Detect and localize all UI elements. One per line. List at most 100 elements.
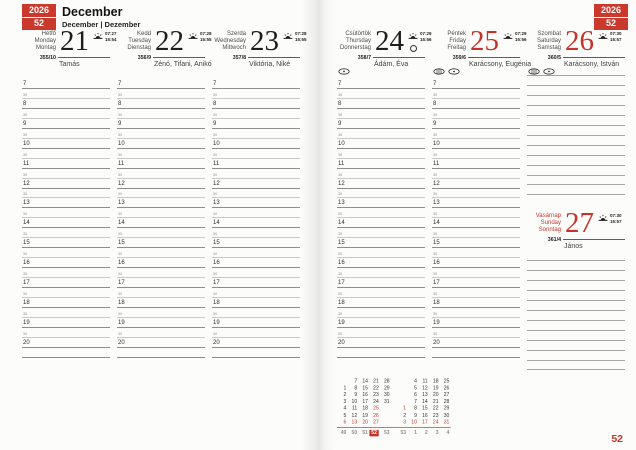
name-day: Karácsony, Eugénia xyxy=(469,61,532,68)
hour-label: 18 xyxy=(213,299,220,306)
hour-label: 10 xyxy=(23,140,30,147)
note-line xyxy=(527,260,625,261)
half-hour-line xyxy=(212,257,300,259)
day-name: Friday xyxy=(449,37,466,44)
day-name: Donnerstag xyxy=(339,44,371,51)
half-hour-line xyxy=(432,217,520,219)
half-hour-line xyxy=(337,217,425,219)
mini-calendar-day: 17 xyxy=(422,419,428,425)
half-hour-label: 30 xyxy=(118,272,123,277)
mini-calendar-day: 30 xyxy=(383,392,390,398)
half-hour-label: 30 xyxy=(213,153,218,158)
day-number: 26 xyxy=(565,25,594,57)
mini-calendar-day: 19 xyxy=(432,385,439,391)
day-name: Szombat xyxy=(537,31,561,37)
sunrise-sunset-icon xyxy=(503,33,513,39)
half-hour-label: 30 xyxy=(338,133,343,138)
day-of-year: 358/7 xyxy=(357,54,371,61)
hour-line xyxy=(432,306,520,308)
name-day: Tamás xyxy=(59,61,80,68)
moon-phase-dot-icon xyxy=(448,68,460,75)
half-hour-label: 30 xyxy=(23,213,28,217)
note-line xyxy=(527,339,625,341)
hour-line xyxy=(117,187,205,189)
half-hour-label: 30 xyxy=(213,232,218,237)
day-name: Sunday xyxy=(540,219,561,226)
hour-label: 20 xyxy=(213,339,220,346)
mini-calendar-day: 6 xyxy=(343,419,347,425)
half-hour-line xyxy=(432,157,520,159)
day-header-top: Csütörtök Thursday Donnerstag 24 07:29 15:56 xyxy=(337,27,432,56)
half-hour-line xyxy=(432,197,520,199)
hour-line xyxy=(22,227,110,229)
hour-label: 14 xyxy=(23,220,30,227)
hour-label: 17 xyxy=(213,280,220,286)
hour-label: 11 xyxy=(213,160,220,167)
half-hour-line xyxy=(432,237,520,239)
note-line xyxy=(527,269,625,271)
hour-line xyxy=(212,326,300,328)
mini-calendar-day: 28 xyxy=(443,399,450,405)
mini-calendar-day: 10 xyxy=(411,419,417,425)
month-subtitle: December | Dezember xyxy=(62,20,141,29)
hour-line xyxy=(212,187,300,189)
hour-line xyxy=(212,227,300,229)
hour-line xyxy=(22,306,110,308)
half-hour-line xyxy=(117,97,205,99)
note-line xyxy=(527,154,625,156)
half-hour-line xyxy=(117,157,205,159)
week-number: 51 xyxy=(362,430,368,436)
hour-line xyxy=(212,346,300,348)
hour-label: 12 xyxy=(118,180,125,187)
red-underline xyxy=(468,56,520,59)
mini-calendar-day: 31 xyxy=(443,419,450,425)
red-underline xyxy=(153,56,205,59)
day-name: Péntek xyxy=(447,31,466,37)
half-hour-line xyxy=(212,117,300,119)
hour-label: 18 xyxy=(118,299,125,306)
half-hour-line xyxy=(117,257,205,259)
day-header-rule: 357/8 xyxy=(212,54,300,61)
hour-line xyxy=(22,247,110,249)
day-name: Montag xyxy=(35,44,56,51)
sunrise-sunset-icon xyxy=(283,33,293,39)
half-hour-label: 30 xyxy=(213,193,218,197)
half-hour-line xyxy=(212,137,300,139)
day-header-rule: 355/10 xyxy=(22,54,110,61)
hour-line xyxy=(22,287,110,288)
half-hour-label: 30 xyxy=(433,252,438,257)
sunrise-sunset-times: 07:30 15:57 xyxy=(610,32,622,43)
sunrise-sunset-times: 07:29 15:56 xyxy=(515,32,527,43)
hour-label: 12 xyxy=(433,180,440,187)
sun-times: 07:28 15:55 xyxy=(283,28,310,47)
red-underline xyxy=(563,56,625,59)
hour-line xyxy=(432,187,520,189)
half-hour-label: 30 xyxy=(213,213,218,217)
hour-line xyxy=(337,306,425,308)
week-number: 50 xyxy=(351,430,358,436)
half-hour-label: 30 xyxy=(338,193,343,197)
day-of-year: 360/5 xyxy=(547,54,561,61)
hour-line xyxy=(22,127,110,129)
half-hour-line xyxy=(432,356,520,358)
hour-line xyxy=(432,167,520,169)
note-line xyxy=(527,84,625,86)
half-hour-label: 30 xyxy=(338,153,343,158)
mini-calendar-day: 13 xyxy=(351,419,358,425)
hour-line xyxy=(432,247,520,249)
day-of-year: 356/9 xyxy=(137,54,151,61)
note-line xyxy=(527,94,625,96)
page-number: 52 xyxy=(611,433,623,445)
half-hour-line xyxy=(337,137,425,139)
mini-calendar: 1 2 3 4 5 6 49 7 8 9 10 11 12 13 50 14 15 16 17 18 19 20 51 21 2… xyxy=(337,378,452,438)
note-line xyxy=(527,309,625,311)
half-hour-label: 30 xyxy=(433,113,438,118)
day-name-labels: Hétfő Monday Montag xyxy=(22,28,56,51)
hour-label: 15 xyxy=(433,240,440,247)
half-hour-label: 30 xyxy=(338,113,343,118)
sun-times: 07:27 15:54 xyxy=(93,28,120,47)
moon-phase-dot-icon xyxy=(338,68,350,75)
red-underline xyxy=(373,56,425,59)
hour-label: 7 xyxy=(118,81,122,87)
hour-line xyxy=(22,346,110,348)
